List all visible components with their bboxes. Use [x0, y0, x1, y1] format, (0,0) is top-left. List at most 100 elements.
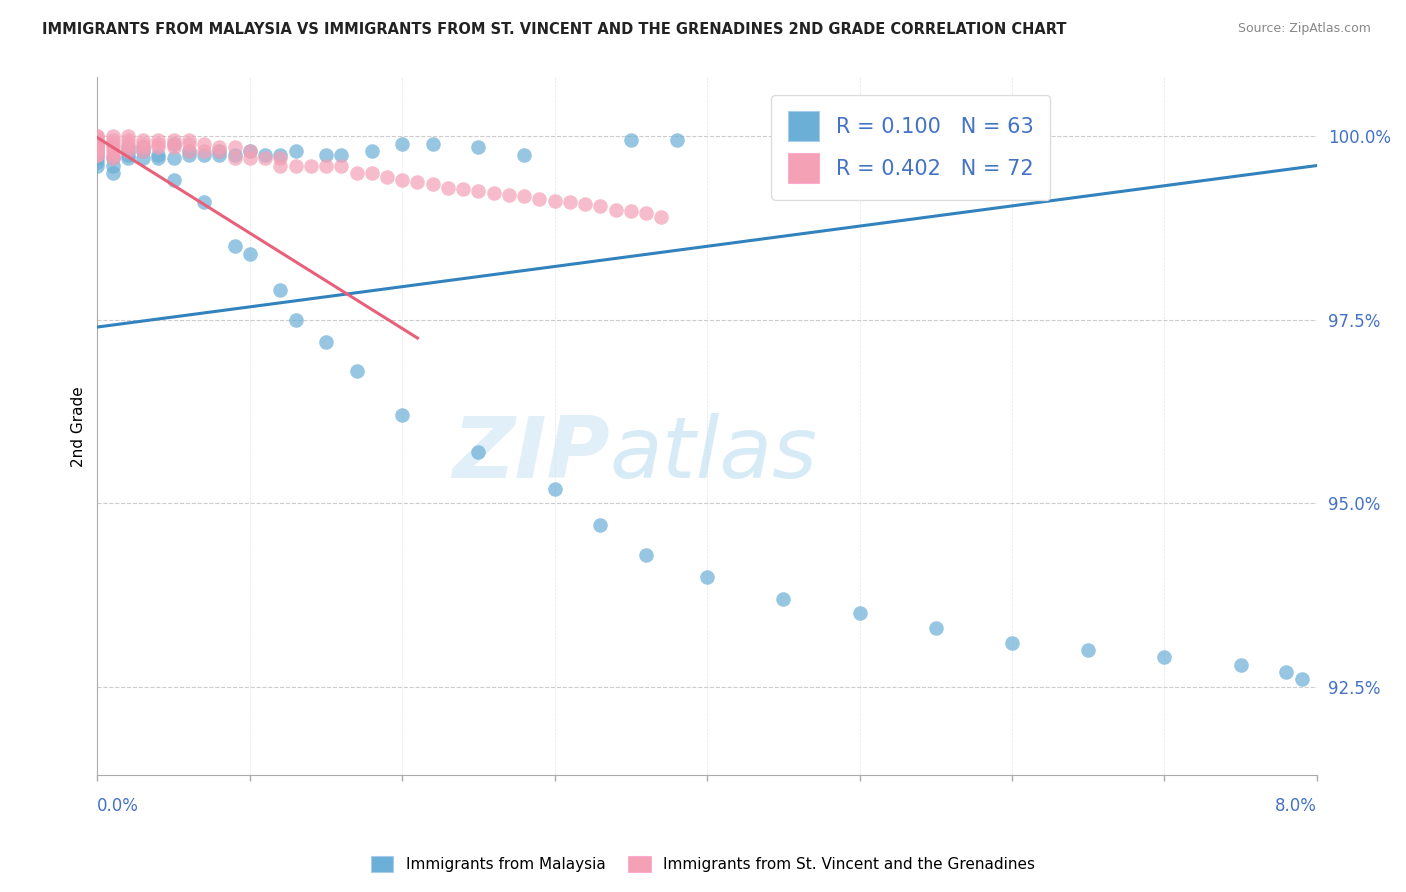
Point: [620, 204, 643, 219]
Point: [422, 177, 444, 191]
Point: [284, 144, 307, 158]
Point: [86, 140, 108, 154]
Point: [391, 173, 413, 187]
Point: [467, 140, 489, 154]
Point: [86, 144, 108, 158]
Point: [132, 133, 155, 147]
Y-axis label: 2nd Grade: 2nd Grade: [72, 385, 86, 467]
Point: [391, 408, 413, 422]
Point: [391, 136, 413, 151]
Point: [132, 151, 155, 165]
Point: [177, 133, 200, 147]
Point: [101, 159, 124, 173]
Point: [86, 144, 108, 158]
Point: [589, 518, 612, 533]
Point: [177, 144, 200, 158]
Point: [650, 210, 672, 224]
Point: [224, 239, 246, 253]
Point: [177, 136, 200, 151]
Point: [925, 621, 948, 635]
Point: [132, 144, 155, 158]
Point: [117, 151, 139, 165]
Point: [665, 133, 688, 147]
Point: [86, 159, 108, 173]
Point: [86, 154, 108, 169]
Point: [86, 147, 108, 161]
Legend: Immigrants from Malaysia, Immigrants from St. Vincent and the Grenadines: Immigrants from Malaysia, Immigrants fro…: [363, 848, 1043, 880]
Point: [86, 151, 108, 165]
Point: [148, 133, 170, 147]
Point: [132, 144, 155, 158]
Point: [544, 194, 567, 208]
Point: [208, 140, 231, 154]
Point: [117, 140, 139, 154]
Point: [269, 147, 291, 161]
Point: [498, 187, 520, 202]
Point: [284, 159, 307, 173]
Point: [330, 147, 353, 161]
Point: [636, 548, 658, 562]
Point: [117, 133, 139, 147]
Point: [513, 189, 536, 203]
Point: [101, 147, 124, 161]
Point: [148, 147, 170, 161]
Point: [117, 144, 139, 158]
Point: [467, 184, 489, 198]
Point: [86, 133, 108, 147]
Point: [1229, 657, 1251, 672]
Point: [101, 133, 124, 147]
Point: [86, 136, 108, 151]
Point: [315, 147, 337, 161]
Point: [101, 151, 124, 165]
Point: [148, 140, 170, 154]
Point: [86, 147, 108, 161]
Point: [513, 147, 536, 161]
Point: [86, 147, 108, 161]
Point: [86, 136, 108, 151]
Point: [406, 175, 429, 189]
Point: [239, 151, 262, 165]
Point: [101, 144, 124, 158]
Point: [636, 206, 658, 220]
Point: [1291, 673, 1313, 687]
Text: IMMIGRANTS FROM MALAYSIA VS IMMIGRANTS FROM ST. VINCENT AND THE GRENADINES 2ND G: IMMIGRANTS FROM MALAYSIA VS IMMIGRANTS F…: [42, 22, 1067, 37]
Point: [544, 482, 567, 496]
Point: [696, 569, 718, 583]
Point: [284, 312, 307, 326]
Point: [101, 166, 124, 180]
Point: [605, 202, 627, 217]
Point: [162, 136, 184, 151]
Point: [193, 195, 215, 210]
Point: [269, 159, 291, 173]
Point: [86, 129, 108, 144]
Point: [101, 129, 124, 144]
Point: [1275, 665, 1298, 679]
Point: [437, 180, 460, 194]
Point: [162, 140, 184, 154]
Point: [132, 136, 155, 151]
Point: [558, 195, 581, 210]
Point: [208, 144, 231, 158]
Point: [162, 136, 184, 151]
Text: Source: ZipAtlas.com: Source: ZipAtlas.com: [1237, 22, 1371, 36]
Point: [86, 140, 108, 154]
Point: [574, 196, 596, 211]
Point: [224, 151, 246, 165]
Point: [360, 144, 382, 158]
Point: [101, 151, 124, 165]
Point: [117, 129, 139, 144]
Point: [422, 136, 444, 151]
Point: [346, 364, 368, 378]
Point: [269, 151, 291, 165]
Point: [117, 147, 139, 161]
Text: ZIP: ZIP: [451, 413, 610, 496]
Point: [315, 159, 337, 173]
Point: [162, 173, 184, 187]
Point: [620, 133, 643, 147]
Point: [239, 144, 262, 158]
Point: [86, 133, 108, 147]
Point: [254, 151, 277, 165]
Point: [193, 147, 215, 161]
Point: [162, 133, 184, 147]
Point: [193, 136, 215, 151]
